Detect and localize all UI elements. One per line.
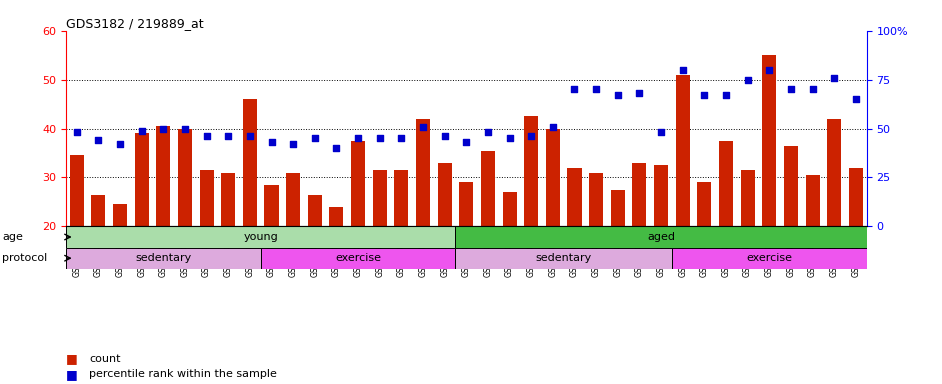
Bar — [481, 151, 495, 227]
Text: ■: ■ — [66, 368, 77, 381]
Bar — [827, 119, 841, 227]
Text: percentile rank within the sample: percentile rank within the sample — [89, 369, 277, 379]
Bar — [849, 168, 863, 227]
Bar — [200, 170, 214, 227]
Point — [632, 90, 647, 96]
Point — [329, 145, 344, 151]
Bar — [762, 55, 776, 227]
Bar — [545, 129, 560, 227]
Text: GDS3182 / 219889_at: GDS3182 / 219889_at — [66, 17, 203, 30]
Bar — [373, 170, 387, 227]
Point — [372, 135, 387, 141]
Bar — [66, 227, 456, 248]
Point — [177, 126, 192, 132]
Point — [220, 133, 236, 139]
Point — [90, 137, 106, 143]
Text: young: young — [243, 232, 278, 242]
Bar — [265, 185, 279, 227]
Point — [784, 86, 799, 93]
Bar — [416, 119, 430, 227]
Text: sedentary: sedentary — [136, 253, 191, 263]
Point — [740, 76, 755, 83]
Bar — [261, 248, 456, 269]
Point — [654, 129, 669, 136]
Bar — [156, 126, 171, 227]
Text: protocol: protocol — [2, 253, 47, 263]
Text: exercise: exercise — [335, 253, 382, 263]
Point — [437, 133, 452, 139]
Bar — [91, 195, 106, 227]
Point — [805, 86, 820, 93]
Bar — [589, 172, 603, 227]
Point — [827, 74, 842, 81]
Bar — [672, 248, 867, 269]
Text: ■: ■ — [66, 353, 77, 366]
Point — [155, 126, 171, 132]
Bar — [113, 204, 127, 227]
Bar — [286, 172, 300, 227]
Bar — [456, 227, 867, 248]
Point — [524, 133, 539, 139]
Bar — [308, 195, 322, 227]
Point — [112, 141, 127, 147]
Bar — [654, 165, 668, 227]
Bar — [784, 146, 798, 227]
Point — [589, 86, 604, 93]
Point — [762, 67, 777, 73]
Point — [675, 67, 690, 73]
Point — [545, 124, 560, 130]
Point — [480, 129, 495, 136]
Bar — [610, 190, 625, 227]
Bar — [697, 182, 711, 227]
Point — [459, 139, 474, 145]
Bar — [719, 141, 733, 227]
Bar — [805, 175, 820, 227]
Point — [567, 86, 582, 93]
Point — [285, 141, 300, 147]
Bar — [740, 170, 755, 227]
Bar — [438, 163, 451, 227]
Point — [719, 92, 734, 98]
Bar — [178, 129, 192, 227]
Text: age: age — [2, 232, 23, 242]
Text: sedentary: sedentary — [536, 253, 592, 263]
Point — [264, 139, 279, 145]
Bar — [456, 248, 672, 269]
Bar — [524, 116, 538, 227]
Point — [610, 92, 625, 98]
Bar — [66, 248, 261, 269]
Bar — [460, 182, 473, 227]
Point — [69, 129, 84, 136]
Point — [134, 127, 149, 134]
Bar — [351, 141, 365, 227]
Text: aged: aged — [647, 232, 675, 242]
Point — [350, 135, 365, 141]
Bar — [330, 207, 344, 227]
Point — [849, 96, 864, 102]
Point — [199, 133, 214, 139]
Bar — [632, 163, 646, 227]
Point — [394, 135, 409, 141]
Text: exercise: exercise — [746, 253, 792, 263]
Point — [242, 133, 257, 139]
Bar — [502, 192, 516, 227]
Point — [415, 124, 430, 130]
Bar — [243, 99, 257, 227]
Point — [502, 135, 517, 141]
Point — [307, 135, 322, 141]
Point — [697, 92, 712, 98]
Bar — [135, 134, 149, 227]
Bar — [675, 75, 690, 227]
Text: count: count — [89, 354, 121, 364]
Bar — [567, 168, 581, 227]
Bar — [395, 170, 409, 227]
Bar — [221, 172, 236, 227]
Bar — [70, 156, 84, 227]
